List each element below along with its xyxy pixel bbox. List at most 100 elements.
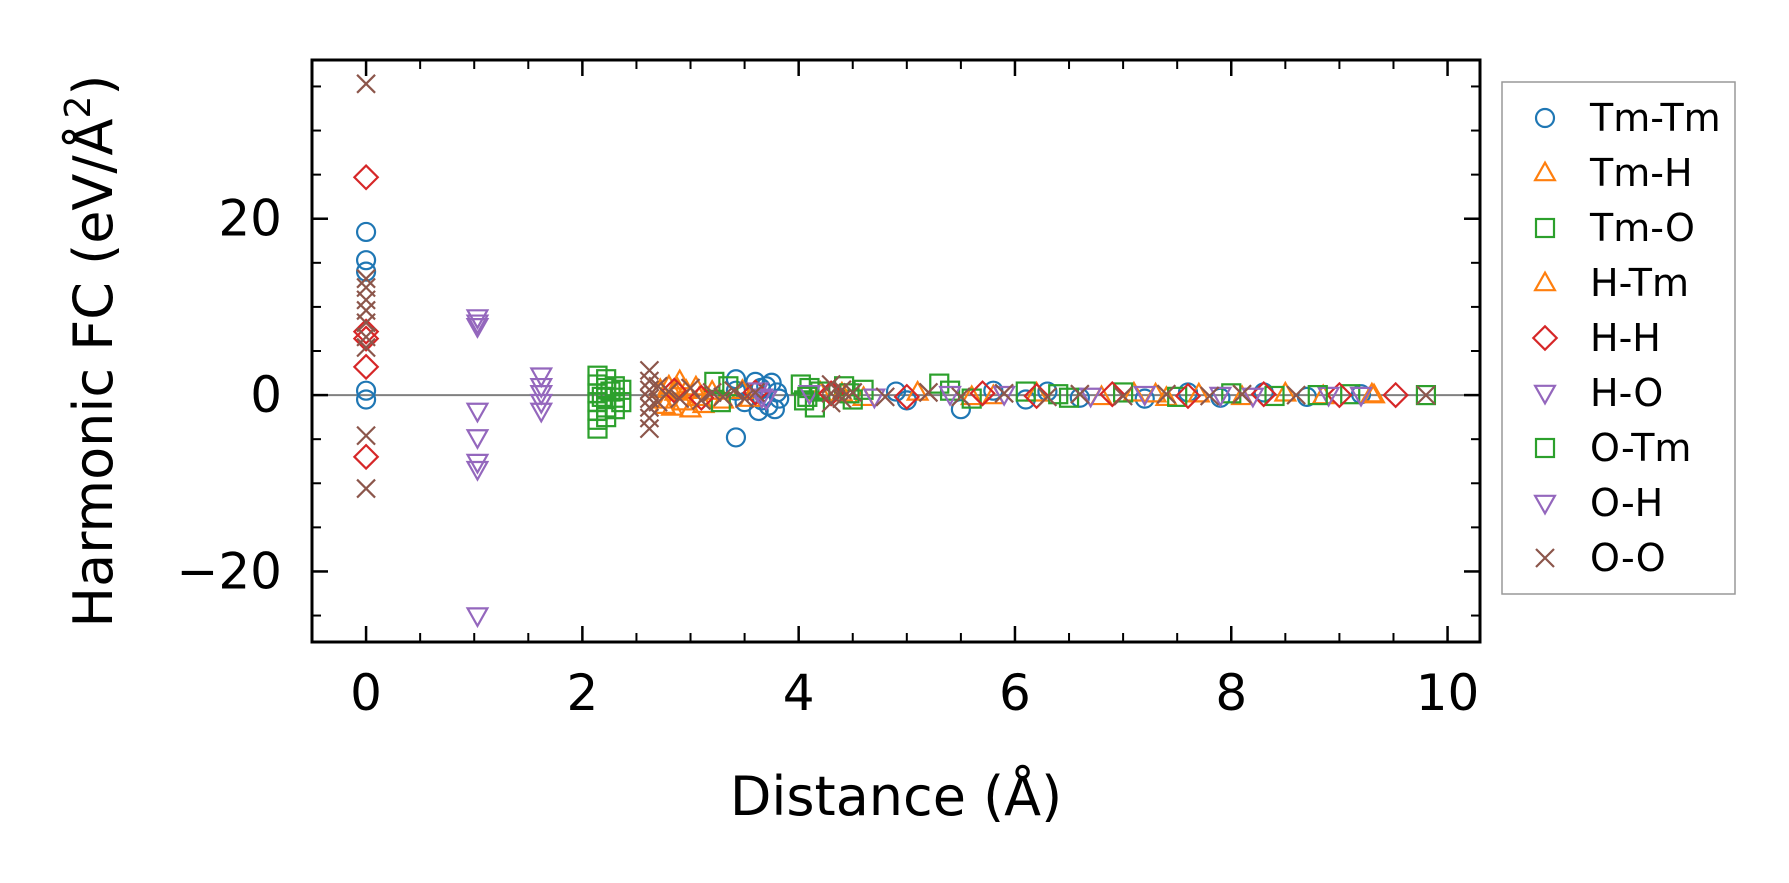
series-o-h — [465, 318, 1233, 410]
point-h-h — [352, 443, 380, 471]
legend-marker — [1533, 384, 1557, 406]
point-tm-tm — [355, 261, 377, 282]
plot-frame — [310, 58, 1482, 644]
legend-label: Tm-O — [1589, 206, 1695, 250]
point-o-o — [691, 390, 712, 411]
point-o-o — [842, 382, 863, 403]
legend-item-h-tm: H-Tm — [1533, 261, 1689, 305]
point-h-o — [862, 388, 887, 410]
y-tick-label: 0 — [250, 366, 282, 424]
point-h-o — [465, 607, 490, 629]
x-tick-label: 10 — [1416, 664, 1480, 722]
point-h-tm — [1362, 382, 1386, 404]
point-tm-tm — [725, 427, 747, 448]
point-tm-o — [1058, 387, 1080, 408]
point-tm-o — [1340, 384, 1361, 405]
point-h-h — [1382, 381, 1409, 409]
point-o-o — [1037, 387, 1058, 407]
legend-label: O-O — [1590, 536, 1666, 580]
point-o-o — [702, 382, 722, 403]
point-o-o — [1156, 384, 1177, 404]
point-tm-h — [959, 384, 984, 406]
point-o-o — [1113, 386, 1133, 406]
point-tm-o — [1415, 384, 1437, 406]
legend-marker — [1533, 160, 1557, 182]
y-tick-label: 20 — [218, 190, 282, 248]
legend-item-h-h: H-H — [1531, 316, 1661, 360]
point-o-o — [1199, 386, 1220, 406]
point-h-h — [742, 379, 769, 406]
legend-item-o-h: O-H — [1533, 481, 1663, 525]
legend: Tm-Tm Tm-H Tm-O H-Tm H-H H-O O-Tm O-H O-O — [1501, 81, 1736, 595]
point-tm-h — [1122, 380, 1146, 402]
legend-marker — [1533, 494, 1557, 516]
point-tm-tm — [355, 389, 377, 410]
point-o-o — [659, 381, 679, 402]
point-tm-h — [1187, 381, 1211, 403]
point-tm-h — [660, 394, 684, 416]
legend-item-tm-o: Tm-O — [1534, 206, 1695, 250]
legend-box — [1501, 81, 1736, 595]
point-tm-o — [1113, 382, 1134, 403]
point-o-h — [529, 385, 554, 406]
point-h-o — [465, 429, 490, 451]
point-h-o — [529, 377, 554, 399]
point-h-o — [1241, 387, 1265, 409]
point-h-o — [465, 314, 490, 336]
series-h-h — [352, 164, 1409, 471]
point-o-o — [639, 371, 660, 391]
point-o-o — [713, 387, 733, 407]
data-points-layer — [352, 74, 1437, 629]
legend-marker — [1531, 324, 1559, 352]
point-tm-tm — [950, 399, 971, 420]
y-axis-label: Harmonic FC (eV/Å2) — [58, 75, 125, 628]
point-tm-tm — [355, 380, 377, 401]
legend-label: O-Tm — [1590, 426, 1691, 470]
point-tm-tm — [355, 221, 377, 243]
point-o-o — [734, 388, 755, 409]
legend-item-o-o: O-O — [1535, 536, 1666, 580]
point-o-o — [994, 383, 1014, 404]
legend-marker — [1533, 270, 1557, 292]
point-h-h — [1326, 381, 1353, 409]
x-tick-label: 8 — [1215, 664, 1247, 722]
point-tm-tm — [769, 388, 790, 409]
legend-item-tm-tm: Tm-Tm — [1534, 96, 1721, 140]
series-o-o — [356, 74, 1436, 499]
point-h-h — [893, 383, 921, 411]
legend-item-o-tm: O-Tm — [1534, 426, 1691, 470]
legend-label: H-O — [1590, 371, 1663, 415]
point-h-o — [1316, 386, 1341, 408]
tick-labels-layer: 0 2 4 6 8 10 −20 0 20 — [176, 190, 1479, 722]
point-o-o — [918, 382, 939, 403]
point-o-o — [356, 313, 376, 333]
point-o-h — [750, 388, 774, 410]
point-o-h — [465, 318, 490, 339]
point-o-o — [648, 376, 668, 397]
point-o-o — [1232, 384, 1252, 404]
legend-label: H-Tm — [1590, 261, 1689, 305]
point-o-o — [356, 268, 376, 289]
point-o-o — [356, 337, 376, 358]
point-tm-h — [1273, 380, 1298, 402]
x-tick-label: 6 — [999, 664, 1031, 722]
point-h-h — [1250, 380, 1277, 408]
point-o-o — [639, 418, 660, 439]
point-h-o — [754, 390, 779, 412]
point-o-tm — [797, 386, 818, 407]
point-o-o — [745, 382, 766, 403]
point-o-o — [821, 374, 841, 395]
point-h-h — [1099, 380, 1126, 408]
point-o-o — [356, 74, 376, 94]
legend-label: H-H — [1590, 316, 1661, 360]
point-tm-o — [929, 373, 950, 394]
x-tick-label: 2 — [566, 664, 598, 722]
point-h-o — [938, 385, 962, 407]
legend-label: O-H — [1590, 481, 1663, 525]
point-o-o — [821, 393, 841, 413]
point-tm-o — [1015, 381, 1036, 402]
point-h-o — [529, 367, 554, 389]
series-h-o — [465, 309, 1373, 629]
point-o-o — [1286, 385, 1306, 405]
